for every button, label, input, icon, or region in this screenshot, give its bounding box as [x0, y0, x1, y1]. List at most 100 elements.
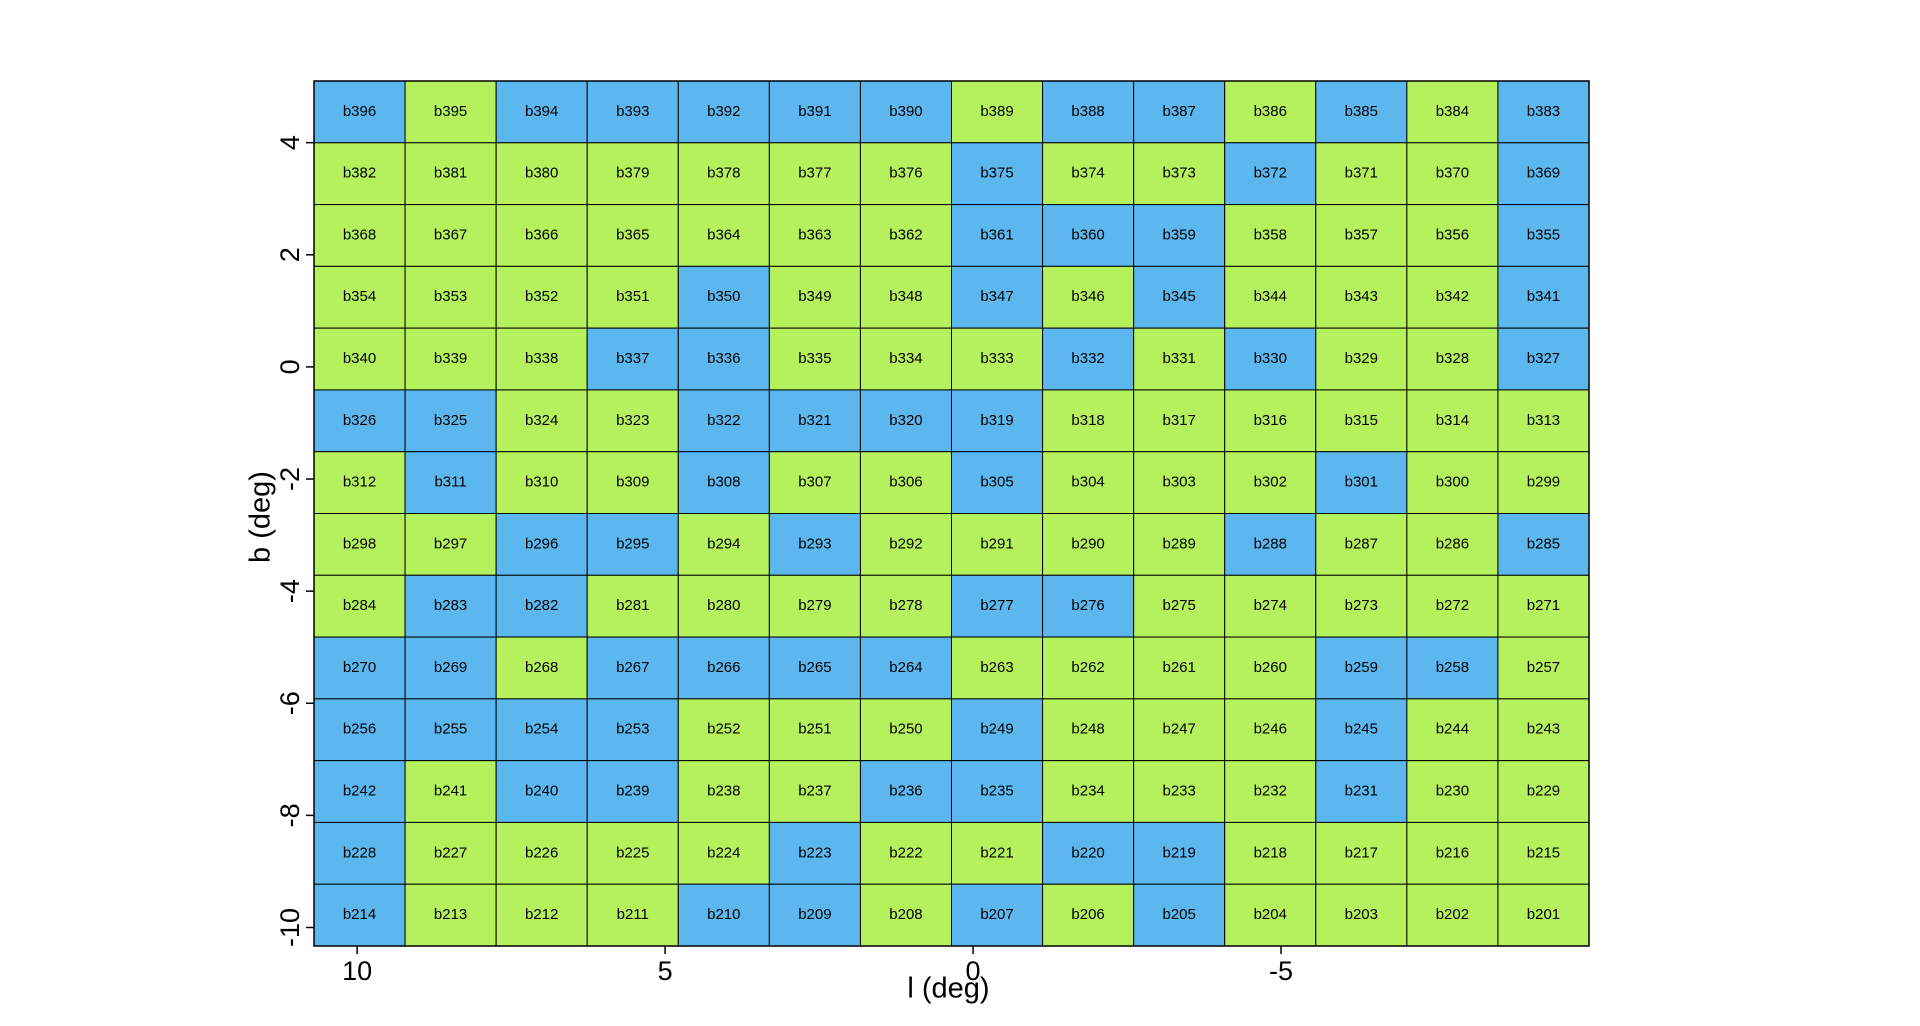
field-tile — [1224, 698, 1317, 762]
field-tile — [495, 451, 588, 515]
field-label: b238 — [707, 783, 740, 800]
field-tile — [495, 389, 588, 453]
field-tile — [495, 574, 588, 638]
field-label: b264 — [889, 659, 922, 676]
field-tile — [313, 451, 406, 515]
field-label: b340 — [343, 350, 376, 367]
field-label: b233 — [1162, 783, 1195, 800]
field-label: b223 — [798, 844, 831, 861]
field-tile — [1224, 389, 1317, 453]
field-tile — [495, 636, 588, 700]
field-tile — [859, 451, 953, 515]
field-label: b248 — [1071, 721, 1104, 738]
field-tile — [859, 513, 953, 576]
field-label: b343 — [1345, 288, 1378, 305]
field-tile — [1042, 760, 1135, 823]
field-label: b261 — [1162, 659, 1195, 676]
field-tile — [1497, 327, 1590, 391]
field-label: b278 — [889, 597, 922, 614]
field-label: b354 — [343, 288, 376, 305]
field-tile — [1042, 389, 1135, 453]
field-label: b284 — [343, 597, 376, 614]
field-tile — [951, 142, 1044, 206]
field-tile — [1406, 327, 1499, 391]
field-tile — [677, 883, 770, 947]
field-tile — [404, 80, 497, 144]
field-tile — [404, 760, 497, 823]
y-tick-label: 0 — [275, 359, 305, 374]
field-tile — [1133, 821, 1226, 885]
field-tile — [859, 760, 953, 823]
field-tile — [1497, 204, 1590, 267]
field-label: b209 — [798, 906, 831, 923]
field-tile — [1042, 636, 1135, 700]
field-label: b280 — [707, 597, 740, 614]
field-tile — [313, 513, 406, 576]
field-tile — [495, 142, 588, 206]
field-tile — [313, 204, 406, 267]
field-tile — [1133, 513, 1226, 576]
field-label: b367 — [434, 226, 467, 243]
field-label: b262 — [1071, 659, 1104, 676]
field-tile — [1224, 821, 1317, 885]
field-label: b314 — [1436, 412, 1469, 429]
field-label: b327 — [1527, 350, 1560, 367]
field-tile — [1497, 142, 1590, 206]
field-label: b225 — [616, 844, 649, 861]
field-tile — [1497, 451, 1590, 515]
field-label: b344 — [1254, 288, 1287, 305]
x-tick-label: 10 — [342, 956, 372, 986]
field-tile — [1315, 265, 1408, 329]
field-tile — [768, 698, 861, 762]
field-tile — [768, 265, 861, 329]
field-label: b276 — [1071, 597, 1104, 614]
field-label: b300 — [1436, 474, 1469, 491]
field-tile — [1406, 265, 1499, 329]
field-label: b227 — [434, 844, 467, 861]
field-tile — [1497, 883, 1590, 947]
field-label: b307 — [798, 474, 831, 491]
field-tile — [1042, 142, 1135, 206]
field-tile — [1133, 80, 1226, 144]
field-label: b365 — [616, 226, 649, 243]
field-tile — [495, 327, 588, 391]
field-label: b346 — [1071, 288, 1104, 305]
x-tick-label: 0 — [966, 956, 981, 986]
field-label: b342 — [1436, 288, 1469, 305]
field-label: b317 — [1162, 412, 1195, 429]
x-tick-label: -5 — [1269, 956, 1293, 986]
field-tile — [1042, 698, 1135, 762]
field-tile — [677, 265, 770, 329]
field-label: b308 — [707, 474, 740, 491]
field-tile — [1497, 698, 1590, 762]
field-label: b258 — [1436, 659, 1469, 676]
field-label: b268 — [525, 659, 558, 676]
field-label: b373 — [1162, 165, 1195, 182]
field-tile — [1497, 389, 1590, 453]
field-label: b392 — [707, 103, 740, 120]
field-tile — [1224, 204, 1317, 267]
field-label: b321 — [798, 412, 831, 429]
field-tile — [1315, 883, 1408, 947]
y-tick-label: -10 — [275, 908, 305, 947]
field-label: b315 — [1345, 412, 1378, 429]
field-tile — [677, 636, 770, 700]
field-label: b221 — [980, 844, 1013, 861]
field-tile — [1224, 142, 1317, 206]
field-label: b203 — [1345, 906, 1378, 923]
field-tile — [677, 142, 770, 206]
field-tile — [1133, 760, 1226, 823]
field-label: b210 — [707, 906, 740, 923]
field-label: b286 — [1436, 535, 1469, 552]
field-label: b304 — [1071, 474, 1104, 491]
field-tile — [1224, 451, 1317, 515]
field-label: b364 — [707, 226, 740, 243]
field-tile — [1497, 574, 1590, 638]
field-label: b345 — [1162, 288, 1195, 305]
field-label: b273 — [1345, 597, 1378, 614]
field-tile — [1224, 327, 1317, 391]
field-tile — [951, 636, 1044, 700]
field-tile — [586, 513, 679, 576]
field-label: b313 — [1527, 412, 1560, 429]
field-tile — [1133, 574, 1226, 638]
